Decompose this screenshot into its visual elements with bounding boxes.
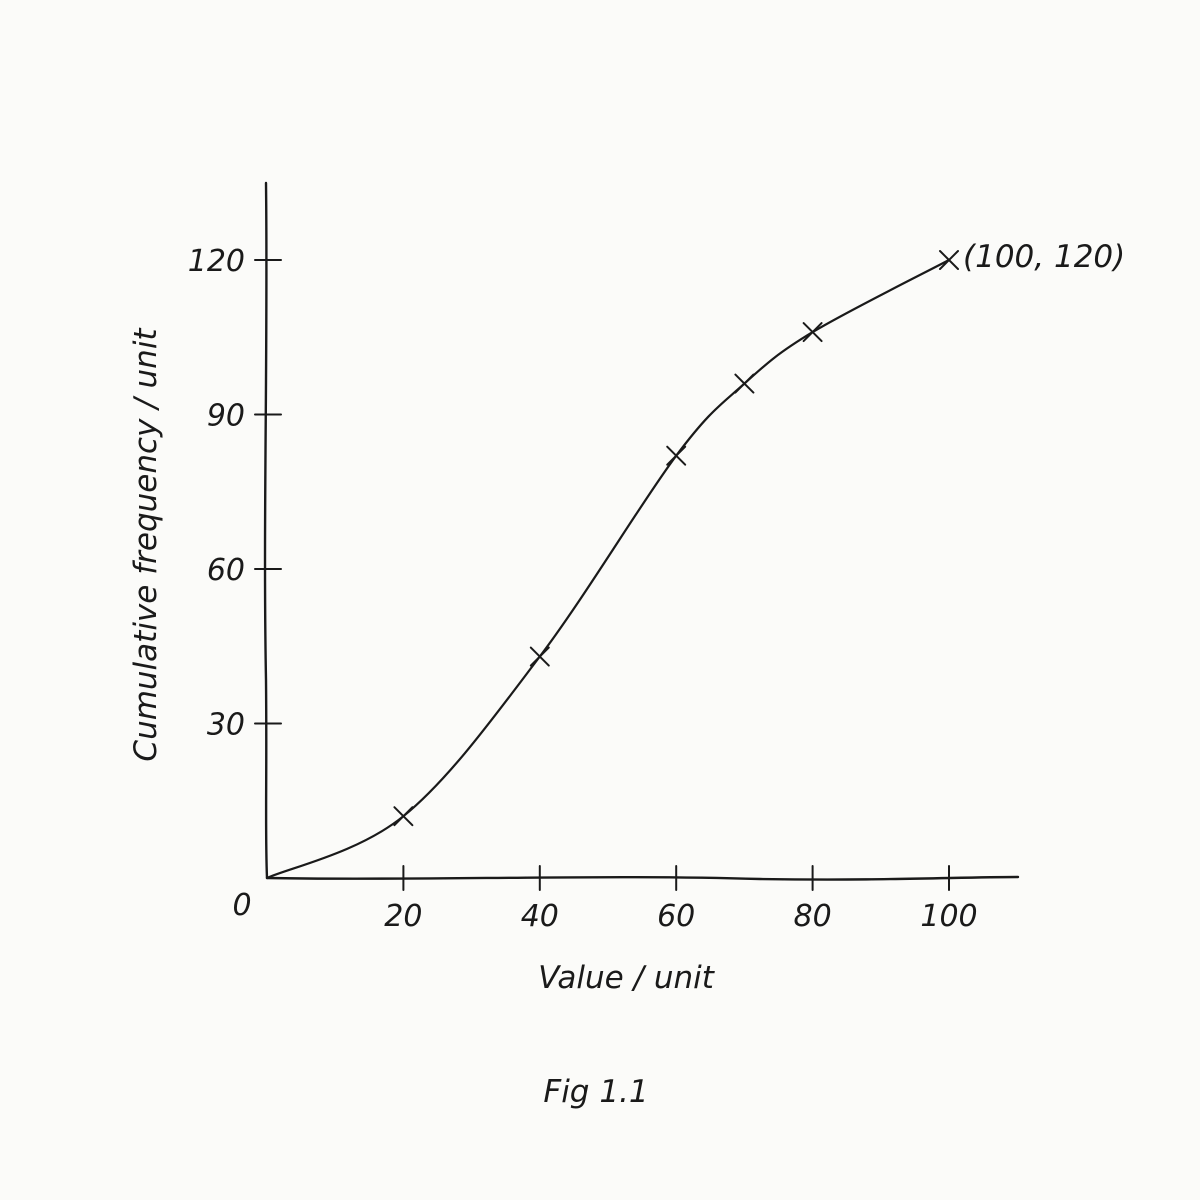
y-axis-line <box>263 181 269 880</box>
data-point-markers <box>393 250 959 827</box>
x-tick-label: 60 <box>657 899 695 934</box>
data-point <box>802 322 823 343</box>
cumulative-frequency-curve <box>265 258 951 880</box>
x-tick-label: 100 <box>920 899 977 934</box>
x-ticks: 20 40 60 80 100 <box>384 865 978 934</box>
annotations: (100, 120) <box>963 239 1125 275</box>
y-tick-label: 120 <box>188 244 245 279</box>
data-point <box>939 250 959 270</box>
point-annotation: (100, 120) <box>963 239 1125 275</box>
data-point <box>393 806 414 827</box>
y-tick-label: 90 <box>207 399 245 434</box>
origin-label: 0 <box>232 888 251 923</box>
data-point <box>529 646 550 667</box>
figure-caption: Fig 1.1 <box>543 1074 648 1110</box>
x-tick-label: 20 <box>384 899 422 934</box>
y-tick-label: 30 <box>207 708 245 743</box>
x-tick-label: 80 <box>794 899 832 934</box>
x-axis-line <box>265 875 1020 881</box>
data-point <box>666 445 687 466</box>
y-tick-label: 60 <box>207 553 245 588</box>
x-tick-label: 40 <box>521 899 559 934</box>
y-axis-title: Cumulative frequency / unit <box>128 327 164 762</box>
x-axis-title: Value / unit <box>538 960 716 996</box>
axes <box>263 181 1020 881</box>
data-point <box>734 373 755 394</box>
y-ticks: 30 60 90 120 <box>188 244 282 743</box>
